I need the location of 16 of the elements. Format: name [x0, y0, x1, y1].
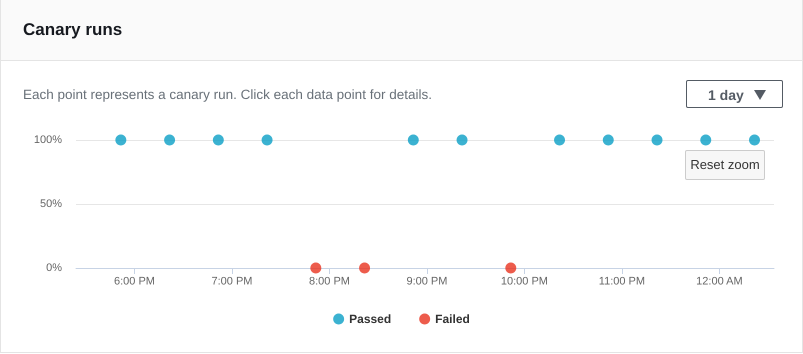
reset-button: Reset zoom	[685, 150, 765, 180]
x-tick-label: 7:00 PM	[211, 276, 252, 288]
chart-subtitle: Each point represents a canary run. Click each data point for details.	[23, 87, 432, 102]
y-tick-label: 0%	[46, 262, 62, 274]
y-tick-label: 100%	[34, 134, 62, 146]
x-tick-label: 12:00 AM	[696, 276, 743, 288]
x-tick-label: 10:00 PM	[500, 276, 548, 288]
x-tick-label: 8:00 PM	[308, 276, 350, 288]
x-tick-label: 6:00 PM	[114, 276, 155, 288]
x-tick-label: 9:00 PM	[406, 276, 448, 288]
legend-label: Failed	[435, 312, 470, 326]
legend-label: Passed	[349, 312, 392, 326]
y-tick-label: 50%	[40, 198, 62, 210]
chart-title: Canary runs	[23, 20, 122, 40]
dropdown: 1 day	[686, 80, 783, 108]
x-tick-label: 11:00 PM	[598, 276, 646, 288]
